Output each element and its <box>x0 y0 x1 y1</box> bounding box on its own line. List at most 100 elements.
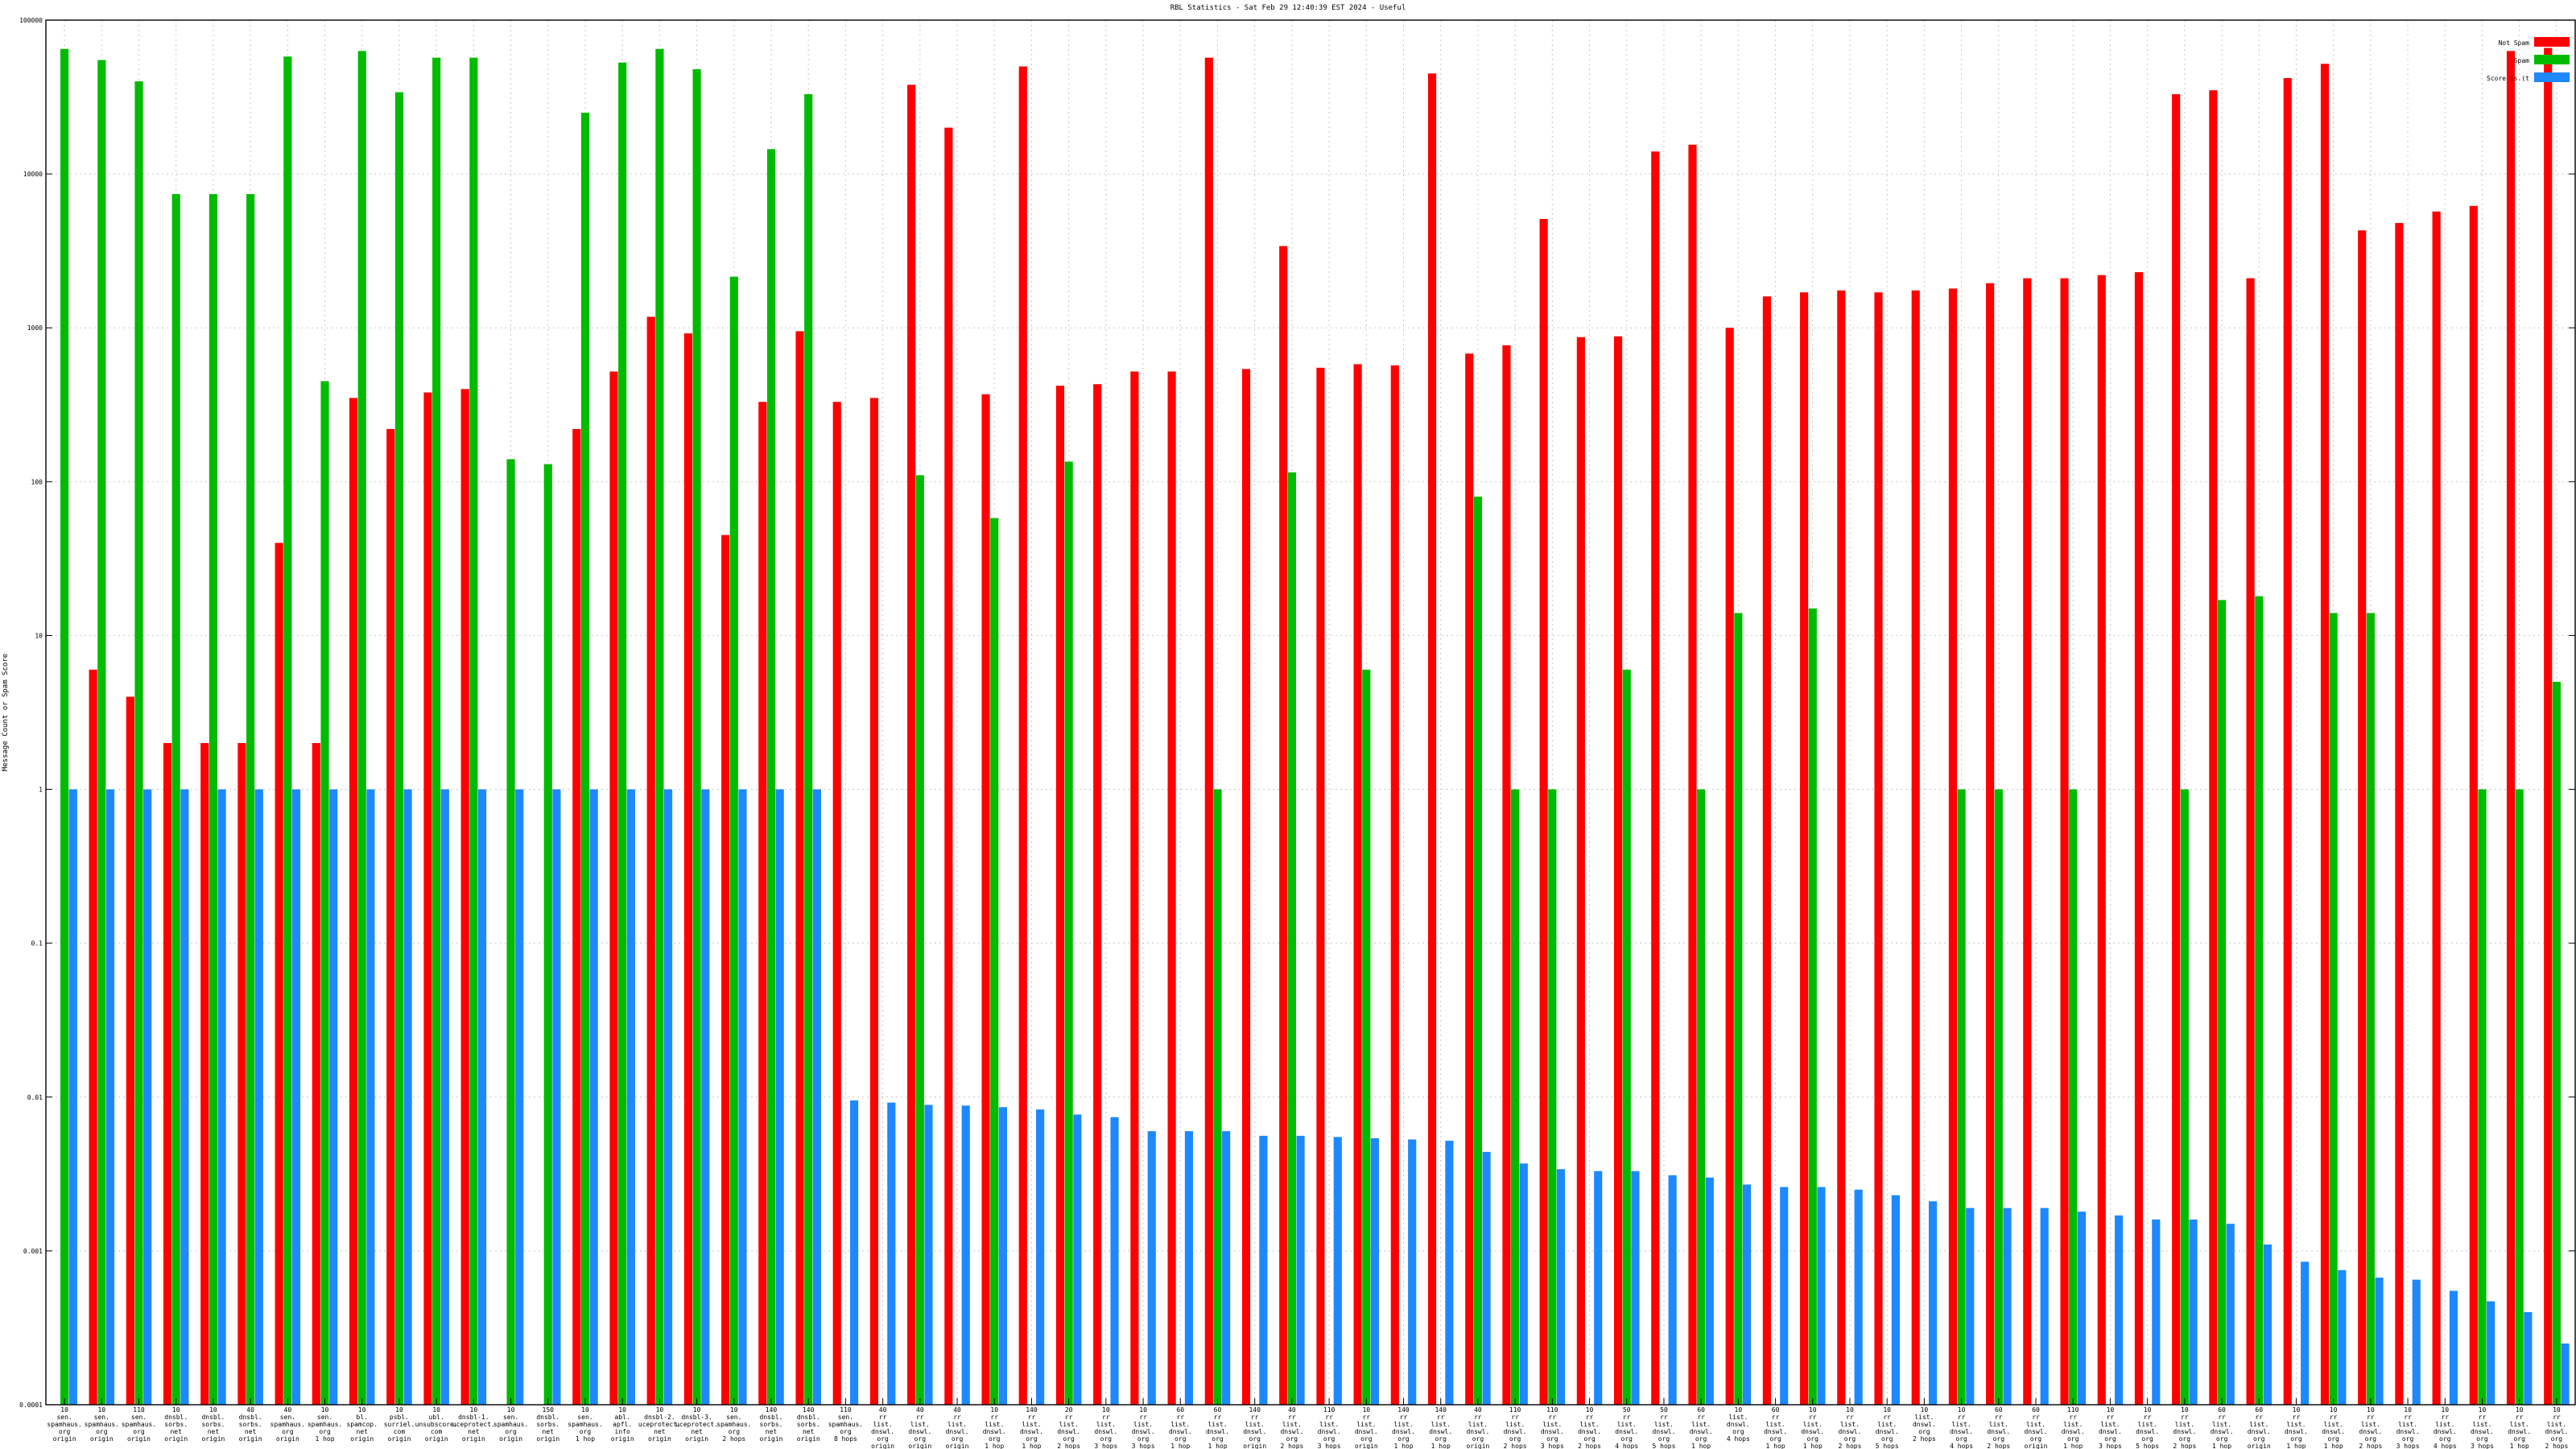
x-tick-label: 140 rr list. dnswl. org origin <box>1243 1406 1266 1449</box>
y-tick-label: 0.001 <box>23 1248 43 1255</box>
bar-not-spam <box>1093 384 1102 1405</box>
bar-spam <box>506 459 515 1405</box>
y-tick-label: 1000 <box>27 324 43 332</box>
x-tick-label: 10 dnsbl-3. uceprotect. net origin <box>675 1406 718 1443</box>
x-tick-label: 50 rr list. dnswl. org 5 hops <box>1653 1406 1676 1449</box>
bar-spam <box>2217 600 2227 1405</box>
x-tick-label: 10 rr list. dnswl. org 5 hops <box>1876 1406 1899 1449</box>
x-tick-label: 10 rr list. dnswl. org 1 hop <box>2508 1406 2531 1449</box>
bar-score-s-t <box>663 789 673 1405</box>
bar-not-spam <box>2395 223 2404 1406</box>
bar-score-s-t <box>515 789 524 1405</box>
bar-spam <box>1994 789 2003 1405</box>
y-tick-label: 10000 <box>23 171 43 178</box>
bar-not-spam <box>1651 151 1660 1405</box>
bar-score-s-t <box>2301 1261 2310 1405</box>
legend-label: Not Spam <box>2498 39 2529 47</box>
bar-not-spam <box>2283 78 2292 1406</box>
x-tick-label: 10 list. dnswl. org 2 hops <box>1913 1406 1936 1443</box>
bar-not-spam <box>1465 353 1474 1405</box>
bar-spam <box>990 518 999 1405</box>
bar-spam <box>1511 789 1520 1405</box>
bar-not-spam <box>683 333 693 1405</box>
bar-spam <box>2552 681 2561 1405</box>
bar-spam <box>394 92 404 1406</box>
bar-score-s-t <box>1854 1189 1863 1405</box>
bar-score-s-t <box>477 789 487 1405</box>
x-tick-label: 10 rr list. dnswl. org 2 hops <box>2173 1406 2196 1449</box>
legend-label: Score (s.(t <box>2487 75 2529 82</box>
bar-score-s-t <box>1110 1117 1119 1405</box>
x-tick-label: 60 rr list. dnswl. org 1 hop <box>1690 1406 1713 1449</box>
bar-score-s-t <box>2040 1208 2049 1405</box>
x-tick-label: 40 rr list. dnswl. org origin <box>871 1406 894 1449</box>
bar-score-s-t <box>1891 1195 1900 1405</box>
x-tick-label: 60 rr list. dnswl. org 2 hops <box>1987 1406 2010 1449</box>
bar-score-s-t <box>1184 1131 1194 1405</box>
x-tick-label: 40 rr list. dnswl. org 2 hops <box>1280 1406 1303 1449</box>
bar-score-s-t <box>2189 1219 2198 1405</box>
bar-score-s-t <box>1966 1208 1975 1405</box>
x-tick-label: 140 rr list. dnswl. org 1 hop <box>1392 1406 1415 1449</box>
y-tick-label: 0.0001 <box>19 1402 43 1409</box>
bar-spam <box>283 56 292 1405</box>
bar-score-s-t <box>1296 1135 1305 1405</box>
x-tick-label: 110 rr list. dnswl. org 3 hops <box>1541 1406 1564 1449</box>
bar-score-s-t <box>2449 1290 2458 1405</box>
x-tick-label: 140 rr list. dnswl. org 1 hop <box>1429 1406 1452 1449</box>
x-tick-label: 110 sen. spamhaus. org 8 hops <box>828 1406 863 1443</box>
x-tick-label: 110 rr list. dnswl. org 3 hops <box>1318 1406 1341 1449</box>
x-tick-label: 10 rr list. dnswl. org 1 hop <box>1801 1406 1824 1449</box>
y-tick-label: 100 <box>31 478 43 485</box>
bar-spam <box>2329 613 2338 1405</box>
bar-not-spam <box>1427 73 1437 1406</box>
bar-spam <box>766 149 776 1406</box>
bar-not-spam <box>1018 66 1027 1406</box>
x-tick-label: 140 rr list. dnswl. org 1 hop <box>1020 1406 1043 1449</box>
bar-score-s-t <box>1333 1137 1342 1405</box>
bar-not-spam <box>1502 345 1511 1406</box>
bar-not-spam <box>981 394 990 1406</box>
x-tick-label: 20 rr list. dnswl. org 2 hops <box>1057 1406 1080 1449</box>
bar-not-spam <box>2097 275 2106 1405</box>
x-tick-label: 10 rr list. dnswl. org 2 hops <box>1839 1406 1862 1449</box>
bar-spam <box>543 464 552 1405</box>
x-tick-label: 60 rr list. dnswl. org 1 hop <box>1764 1406 1787 1449</box>
bar-score-s-t <box>1036 1109 1045 1405</box>
x-tick-label: 10 rr list. dnswl. org 1 hop <box>983 1406 1006 1449</box>
x-tick-label: 10 sen. spamhaus. org origin <box>47 1406 81 1443</box>
legend: Not Spam Spam Score (s.(t <box>2487 37 2570 82</box>
bar-spam <box>2255 596 2264 1405</box>
bar-score-s-t <box>68 789 77 1405</box>
x-tick-label: 60 rr list. dnswl. org 1 hop <box>1169 1406 1192 1449</box>
bar-score-s-t <box>1519 1163 1528 1405</box>
x-tick-label: 60 rr list. dnswl. org 1 hop <box>1206 1406 1229 1449</box>
bar-not-spam <box>907 85 916 1406</box>
bar-score-s-t <box>2338 1269 2347 1405</box>
bar-score-s-t <box>180 789 189 1405</box>
bar-spam <box>2180 789 2189 1405</box>
bar-not-spam <box>2246 278 2255 1405</box>
bar-not-spam <box>423 392 432 1405</box>
x-tick-label: 10 rr list. dnswl. org origin <box>1355 1406 1378 1449</box>
bar-not-spam <box>2506 51 2516 1405</box>
bar-spam <box>1362 669 1371 1405</box>
bar-not-spam <box>200 743 209 1405</box>
bar-not-spam <box>89 669 97 1405</box>
bar-spam <box>357 51 366 1405</box>
bar-not-spam <box>2023 278 2032 1405</box>
bar-score-s-t <box>924 1104 933 1405</box>
bar-spam <box>1957 789 1966 1405</box>
x-tick-label: 10 rr list. dnswl. org 4 hops <box>1950 1406 1973 1449</box>
bar-score-s-t <box>626 789 635 1405</box>
bar-not-spam <box>1800 292 1809 1405</box>
bar-not-spam <box>572 428 581 1405</box>
bar-not-spam <box>2432 211 2441 1406</box>
bar-score-s-t <box>2561 1343 2570 1405</box>
bar-spam <box>692 68 701 1406</box>
legend-swatch <box>2534 72 2570 82</box>
bar-not-spam <box>1688 144 1697 1406</box>
bar-spam <box>1213 789 1222 1405</box>
x-tick-label: 10 sen. spamhaus. org origin <box>493 1406 528 1443</box>
